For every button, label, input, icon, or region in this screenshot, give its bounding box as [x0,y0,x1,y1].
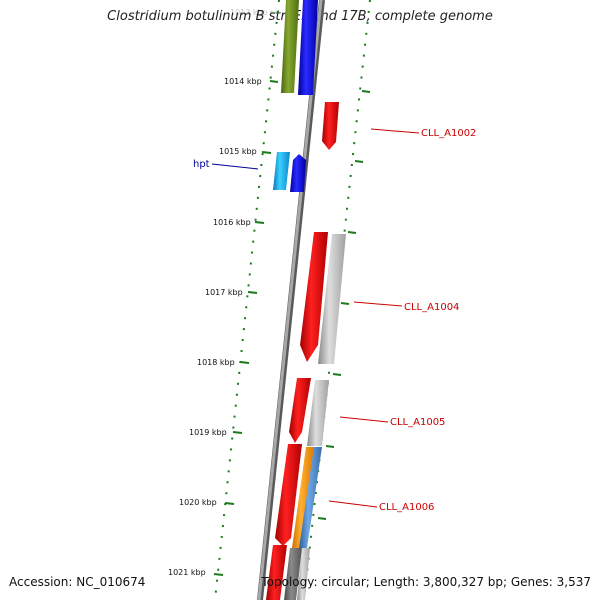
tick-track-right [303,0,371,600]
topology-label: Topology: circular; Length: 3,800,327 bp… [261,575,591,589]
gene-blue-mid[interactable] [290,154,306,192]
tick-track-left [214,0,280,600]
leader-cll-a1002 [370,128,420,134]
gene-cll-a1006[interactable] [299,447,322,548]
tick-label-1018: 1018 kbp [197,358,235,367]
gene-cll-a1004[interactable] [318,234,346,364]
gene-red-bottom[interactable] [266,545,287,600]
leader-cll-a1006 [328,500,378,508]
gene-hpt[interactable] [273,152,290,190]
tick-label-1020: 1020 kbp [179,498,217,507]
label-hpt[interactable]: hpt [193,159,210,170]
leader-hpt [211,163,259,170]
gene-blue-top[interactable] [298,0,318,95]
kbp-ticks [213,11,279,576]
gene-orange[interactable] [292,447,314,548]
gene-dark-bottom[interactable] [284,548,302,600]
label-cll-a1004[interactable]: CLL_A1004 [404,302,459,313]
gene-red-1006[interactable] [275,444,302,546]
tick-label-1019: 1019 kbp [189,428,227,437]
gene-olive[interactable] [281,0,299,93]
gene-red-large[interactable] [300,232,328,362]
leader-cll-a1005 [339,416,389,423]
tick-label-1014: 1014 kbp [224,77,262,86]
accession-label: Accession: NC_010674 [9,575,146,589]
tick-label-1013: 1013 kbp [230,8,268,17]
gene-cll-a1002[interactable] [322,102,339,150]
label-cll-a1006[interactable]: CLL_A1006 [379,502,434,513]
gene-red-1005[interactable] [289,378,311,443]
right-track-ticks [317,90,371,520]
gene-cll-a1005[interactable] [307,380,329,446]
genome-backbone [257,0,325,600]
tick-label-1017: 1017 kbp [205,288,243,297]
tick-label-1015: 1015 kbp [219,147,257,156]
leader-cll-a1004 [353,301,403,307]
gene-gray-bottom[interactable] [297,548,310,600]
tick-label-1016: 1016 kbp [213,218,251,227]
tick-label-1021: 1021 kbp [168,568,206,577]
label-cll-a1002[interactable]: CLL_A1002 [421,128,476,139]
map-title: Clostridium botulinum B str. Eklund 17B,… [107,9,493,24]
label-cll-a1005[interactable]: CLL_A1005 [390,417,445,428]
